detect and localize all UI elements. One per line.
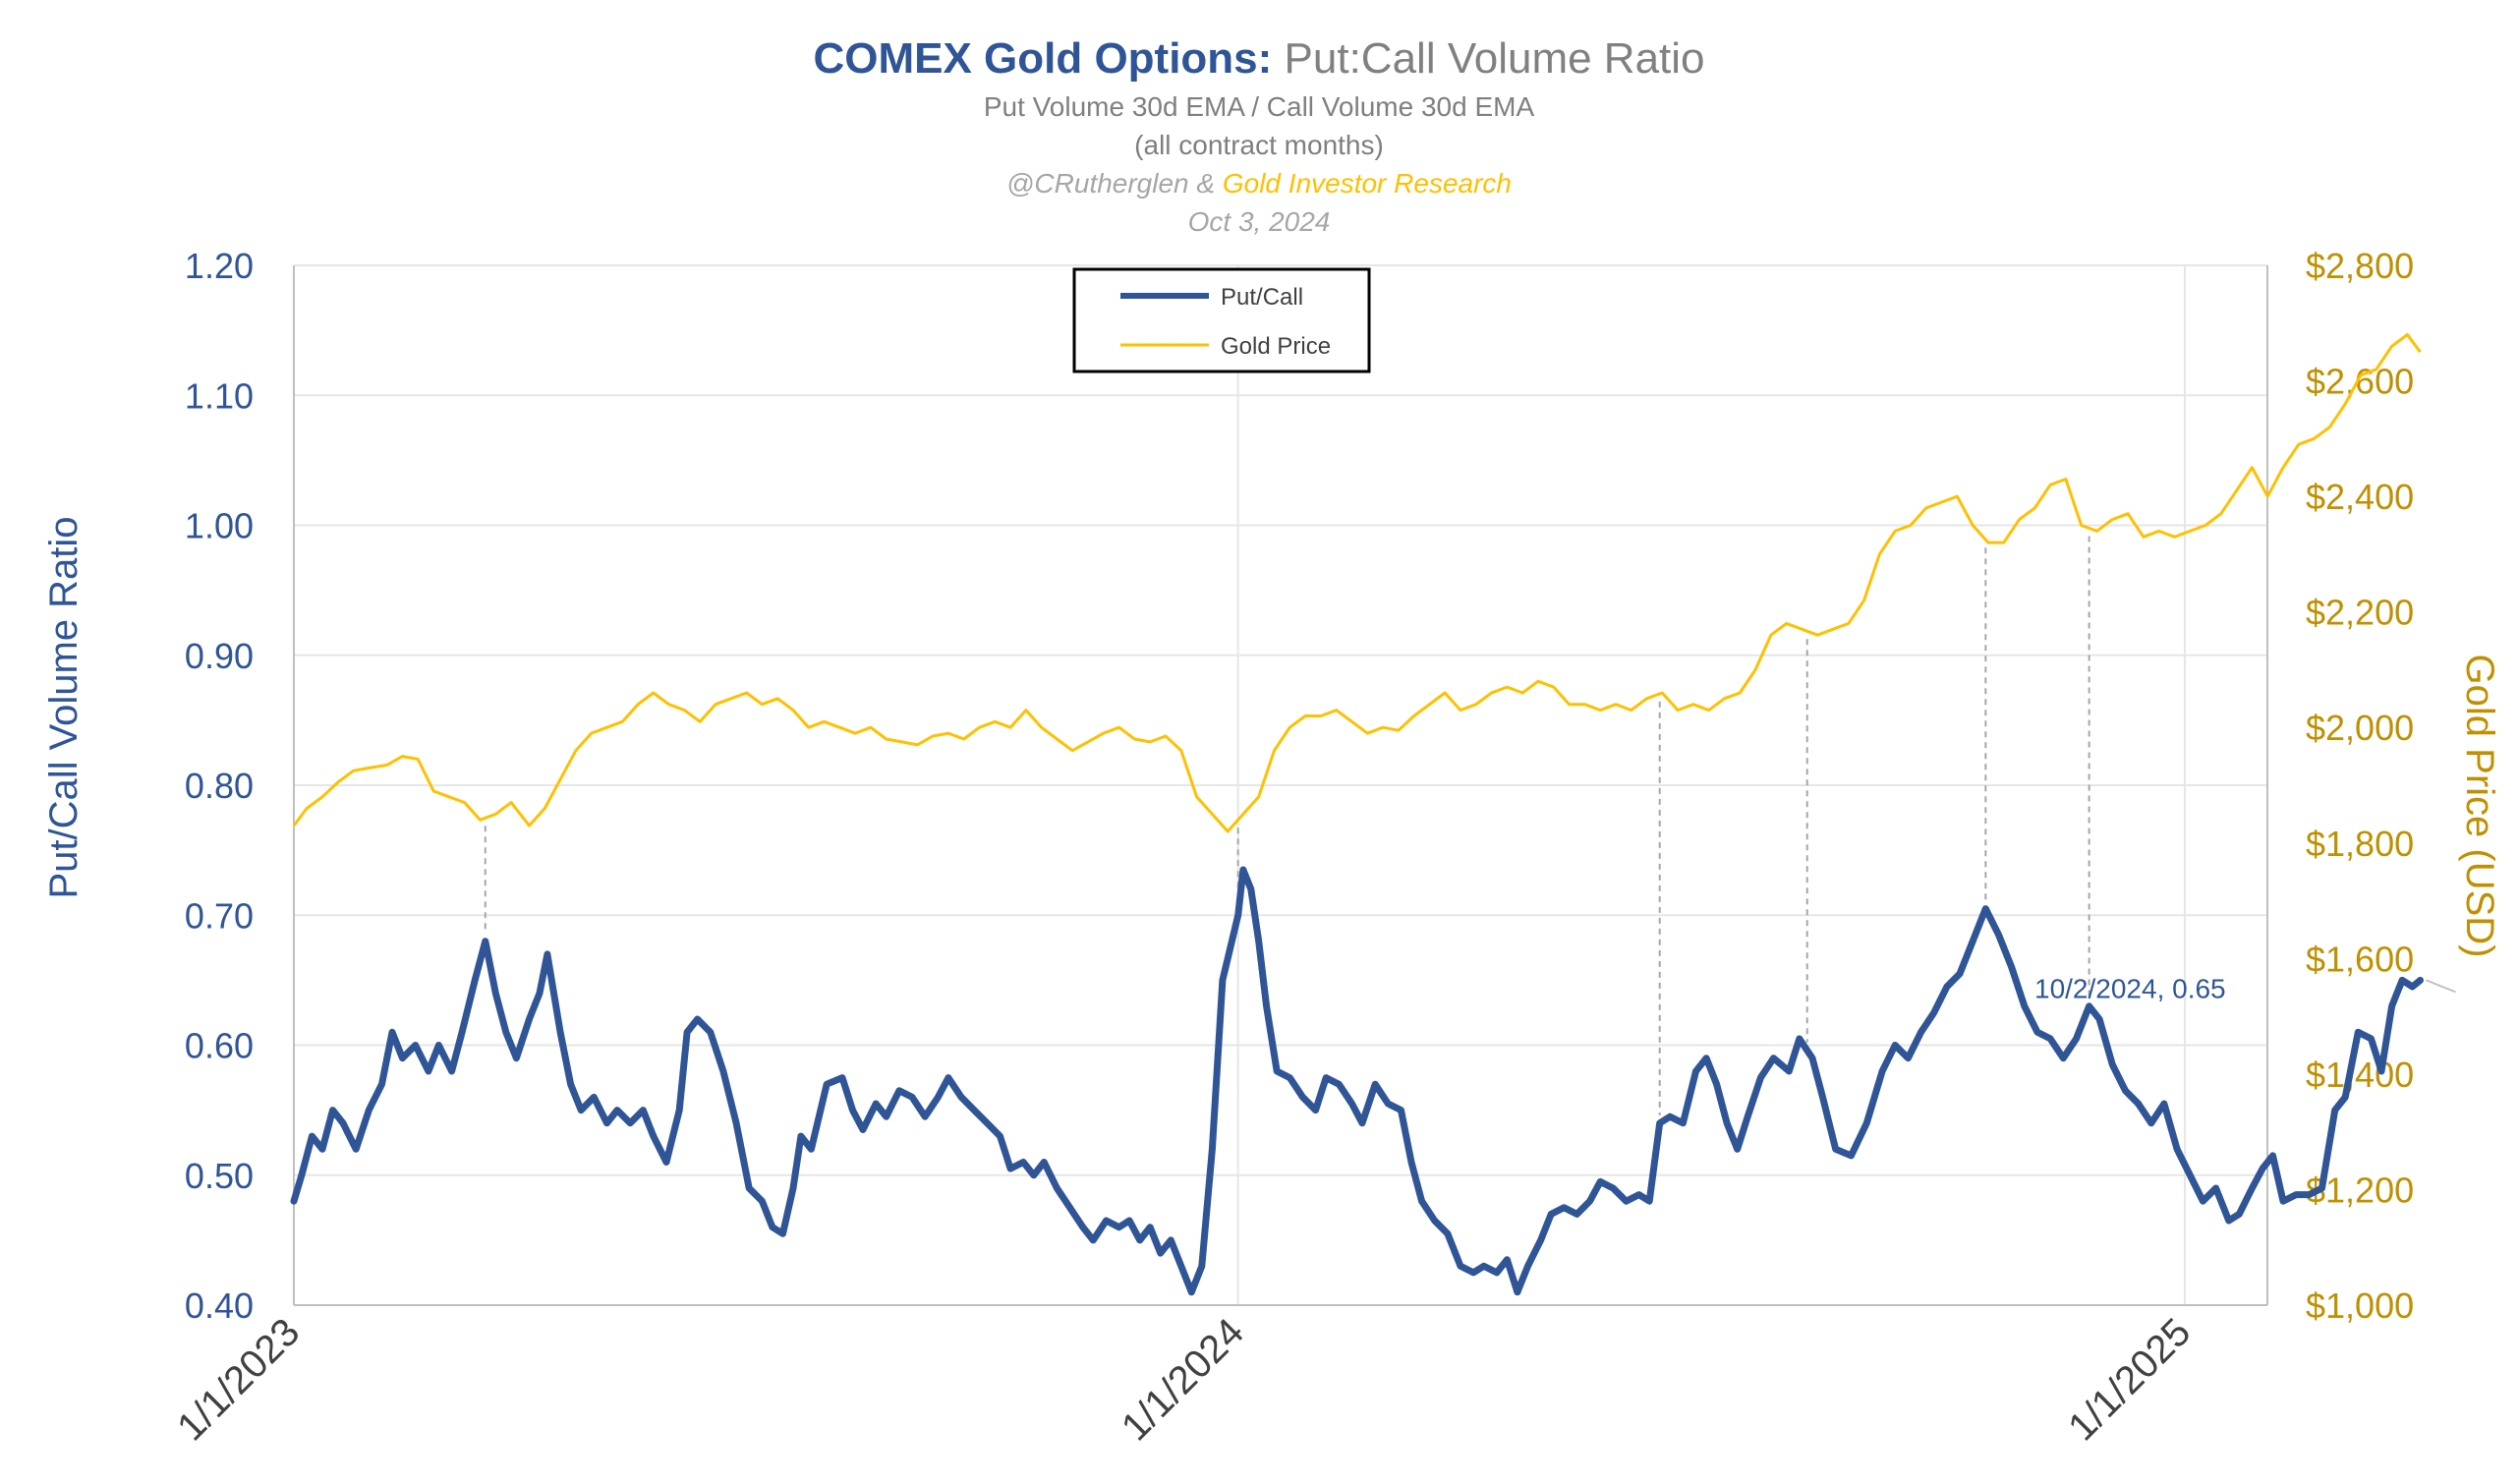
y2-axis-title: Gold Price (USD) (2458, 655, 2501, 958)
y-tick-label: 0.90 (185, 636, 254, 676)
annotation-label: 10/2/2024, 0.65 (2034, 973, 2226, 1003)
legend-putcall-label: Put/Call (1221, 284, 1303, 311)
series-layer (290, 333, 2424, 1296)
y-tick-label: 1.00 (185, 506, 254, 546)
y2-tick-label: $1,400 (2306, 1055, 2414, 1095)
y-tick-label: 1.10 (185, 375, 254, 416)
y2-tick-label: $2,200 (2306, 593, 2414, 633)
legend-box (1072, 267, 1371, 373)
credit-author: @CRutherglen (1006, 168, 1189, 199)
x-tick-label: 1/1/2025 (2060, 1310, 2199, 1449)
x-tick-label: 1/1/2024 (1114, 1310, 1252, 1449)
credit-org: Gold Investor Research (1223, 168, 1512, 199)
chart-subtitle: Put Volume 30d EMA / Call Volume 30d EMA (984, 91, 1535, 122)
chart-subtitle-2: (all contract months) (1134, 130, 1384, 160)
y-tick-label: 1.20 (185, 246, 254, 286)
chart-title: COMEX Gold Options: Put:Call Volume Rati… (813, 34, 1704, 83)
y-tick-label: 0.50 (185, 1156, 254, 1196)
annotation-leader (2426, 979, 2456, 994)
y-tick-label: 0.60 (185, 1026, 254, 1066)
legend-gold-label: Gold Price (1221, 333, 1331, 360)
series-line-put-call (290, 866, 2424, 1296)
legend: Put/Call Gold Price (1072, 267, 1371, 373)
axis-layer: 0.40 0.50 0.60 0.70 0.80 0.90 1.00 1.10 1.20 $1,0… (169, 246, 2414, 1449)
chart-title-bold: COMEX Gold Options: (813, 34, 1272, 83)
y2-tick-label: $2,400 (2306, 477, 2414, 517)
guide-lines (484, 536, 2090, 1115)
y2-tick-label: $1,600 (2306, 939, 2414, 979)
credit-amp: & (1189, 168, 1223, 199)
y2-tick-label: $2,600 (2306, 362, 2414, 402)
y-tick-label: 0.70 (185, 895, 254, 936)
y-tick-label: 0.40 (185, 1285, 254, 1326)
y2-tick-label: $2,000 (2306, 708, 2414, 748)
y2-tick-label: $1,000 (2306, 1285, 2414, 1326)
grid-layer (294, 264, 2267, 1305)
chart-credit: @CRutherglen & Gold Investor Research (1006, 168, 1512, 199)
x-tick-label: 1/1/2023 (169, 1310, 308, 1449)
y-tick-label: 0.80 (185, 766, 254, 806)
chart-title-rest: Put:Call Volume Ratio (1272, 34, 1704, 83)
y2-tick-label: $1,800 (2306, 824, 2414, 864)
y2-tick-label: $2,800 (2306, 246, 2414, 286)
series-line-gold-price (292, 333, 2422, 833)
y-axis-title: Put/Call Volume Ratio (42, 516, 86, 898)
chart-date: Oct 3, 2024 (1188, 206, 1331, 237)
